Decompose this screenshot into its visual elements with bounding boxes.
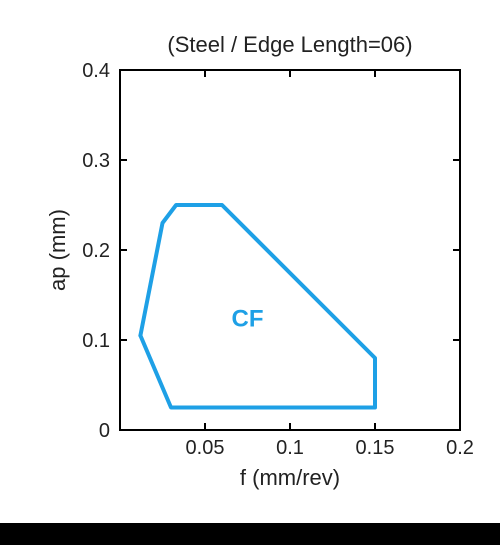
page: 0.05 0.1 0.15 0.2 0 0.1 0.2 0.3 0.4 CF (Steel / Ed… (0, 0, 500, 545)
footer-bar (0, 523, 500, 545)
svg-text:0: 0 (99, 420, 110, 442)
svg-text:0.15: 0.15 (356, 437, 395, 459)
svg-text:0.3: 0.3 (82, 150, 110, 172)
svg-text:0.4: 0.4 (82, 60, 110, 82)
svg-text:0.2: 0.2 (82, 240, 110, 262)
cutting-parameters-chart: 0.05 0.1 0.15 0.2 0 0.1 0.2 0.3 0.4 CF (Steel / Ed… (20, 20, 480, 510)
svg-text:(Steel / Edge Length=06): (Steel / Edge Length=06) (167, 32, 412, 57)
svg-text:f (mm/rev): f (mm/rev) (240, 465, 340, 490)
svg-text:ap (mm): ap (mm) (45, 209, 70, 291)
svg-text:CF: CF (232, 306, 264, 333)
svg-text:0.05: 0.05 (186, 437, 225, 459)
svg-text:0.1: 0.1 (82, 330, 110, 352)
chart-svg: 0.05 0.1 0.15 0.2 0 0.1 0.2 0.3 0.4 CF (Steel / Ed… (20, 20, 480, 510)
svg-text:0.1: 0.1 (276, 437, 304, 459)
svg-text:0.2: 0.2 (446, 437, 474, 459)
